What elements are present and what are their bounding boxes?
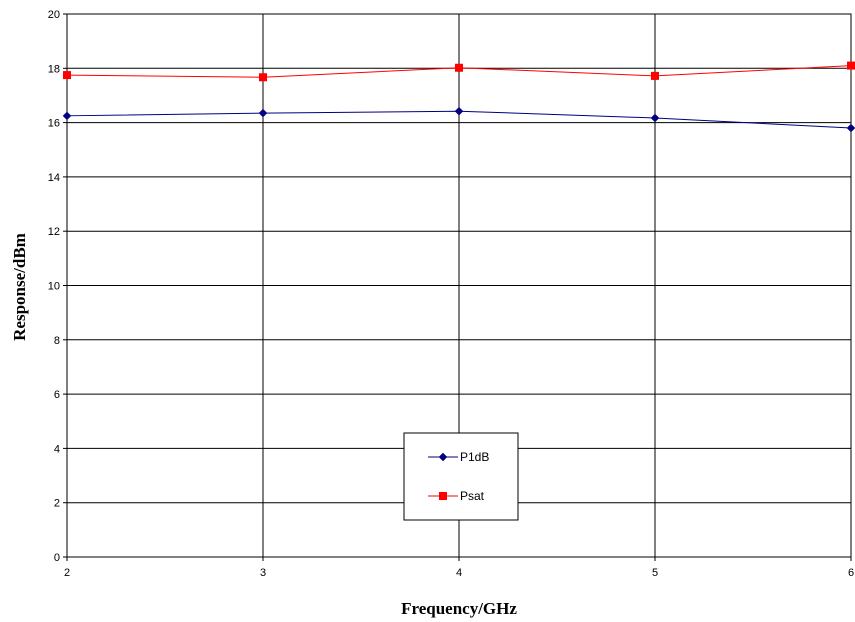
data-point-p1db — [258, 108, 268, 118]
x-axis-title: Frequency/GHz — [401, 599, 517, 618]
legend-label-p1db: P1dB — [460, 450, 489, 464]
y-tick-label: 18 — [48, 63, 60, 75]
x-tick-label: 5 — [652, 567, 658, 579]
y-tick-label: 10 — [48, 281, 60, 293]
x-tick-label: 6 — [848, 567, 854, 579]
y-tick-label: 14 — [48, 172, 60, 184]
legend: P1dB Psat — [403, 432, 519, 521]
legend-label-psat: Psat — [460, 489, 485, 503]
y-tick-label: 4 — [54, 443, 60, 455]
legend-marker-psat — [439, 492, 447, 500]
y-axis-title: Response/dBm — [10, 233, 29, 341]
y-tick-label: 6 — [54, 389, 60, 401]
x-tick-label: 2 — [64, 567, 70, 579]
y-tick-label: 12 — [48, 226, 60, 238]
data-point-p1db — [62, 111, 72, 121]
data-point-psat — [847, 61, 855, 70]
y-tick-label: 2 — [54, 498, 60, 510]
legend-marker-p1db — [438, 452, 448, 462]
data-point-psat — [455, 63, 463, 72]
data-point-p1db — [454, 106, 464, 116]
x-tick-label: 3 — [260, 567, 266, 579]
data-point-p1db — [650, 113, 660, 123]
y-tick-label: 16 — [48, 118, 60, 130]
plot-border — [66, 13, 852, 558]
legend-box — [403, 432, 519, 521]
data-point-psat — [63, 71, 71, 80]
data-point-psat — [259, 73, 267, 82]
y-tick-label: 20 — [48, 9, 60, 21]
data-point-psat — [651, 71, 659, 80]
y-tick-label: 8 — [54, 335, 60, 347]
x-tick-label: 4 — [456, 567, 462, 579]
y-tick-label: 0 — [54, 552, 60, 564]
data-point-p1db — [846, 123, 855, 133]
